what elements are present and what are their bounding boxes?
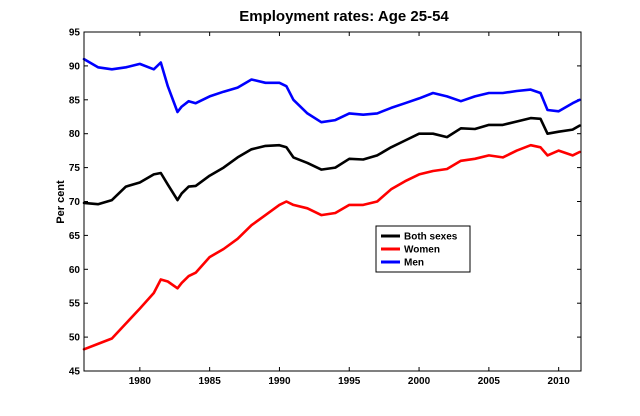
legend-label: Men — [404, 258, 424, 269]
series-line-women — [82, 143, 581, 351]
x-tick-label: 2005 — [478, 376, 501, 387]
y-tick-label: 65 — [69, 231, 81, 242]
x-tick-label: 2010 — [548, 376, 571, 387]
y-axis-label: Per cent — [55, 180, 67, 224]
y-tick-label: 80 — [69, 129, 81, 140]
series-line-men — [82, 57, 581, 124]
y-tick-label: 60 — [69, 265, 81, 276]
chart-title: Employment rates: Age 25-54 — [239, 8, 449, 25]
y-tick-label: 95 — [69, 28, 81, 39]
legend-label: Both sexes — [404, 232, 458, 243]
y-tick-label: 75 — [69, 163, 81, 174]
x-tick-label: 1990 — [268, 376, 291, 387]
series-line-both-sexes — [82, 116, 581, 206]
y-tick-label: 45 — [69, 367, 81, 378]
series-lines — [82, 57, 581, 351]
y-tick-label: 90 — [69, 61, 81, 72]
legend: Both sexes Women Men — [375, 225, 471, 273]
y-tick-label: 50 — [69, 333, 81, 344]
y-tick-label: 85 — [69, 95, 81, 106]
plot-frame — [83, 31, 582, 372]
x-tick-label: 1980 — [129, 376, 152, 387]
legend-label: Women — [404, 245, 440, 256]
axis-ticks: 45 50 55 60 65 70 75 80 85 90 95 1980 1985 1990 1995 20… — [69, 28, 581, 387]
x-tick-label: 1995 — [338, 376, 361, 387]
x-tick-label: 1985 — [199, 376, 222, 387]
y-tick-label: 55 — [69, 299, 81, 310]
x-tick-label: 2000 — [408, 376, 431, 387]
y-tick-label: 70 — [69, 197, 81, 208]
